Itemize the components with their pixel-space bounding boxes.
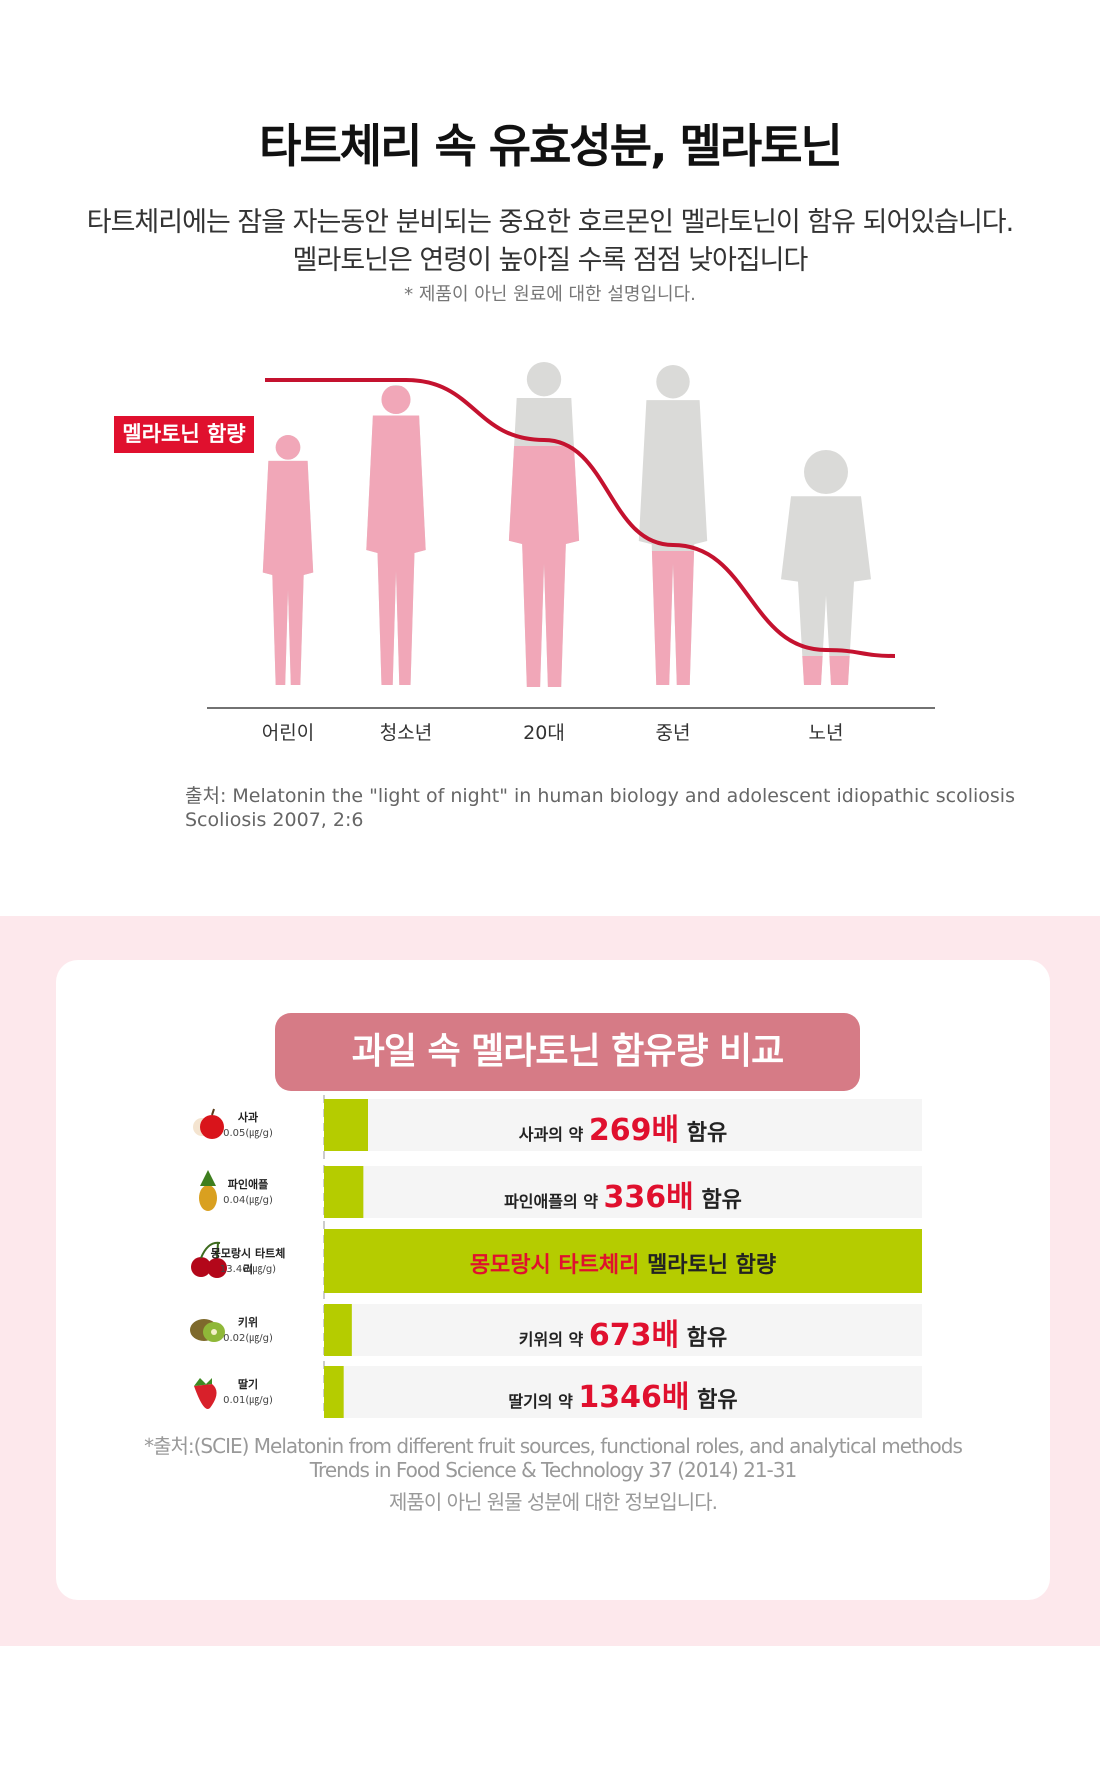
ratio-suffix: 함유: [679, 1121, 728, 1146]
fruit-comparison-card: 과일 속 멜라토닌 함유량 비교 사과 0.05(㎍/g) 사과의 약 269배 함…: [56, 960, 1050, 1600]
bar-0: [324, 1099, 368, 1151]
bar-track: [324, 1366, 922, 1418]
age-axis-label: 노년: [808, 722, 844, 744]
fruit-source-line-2: Trends in Food Science & Technology 37 (…: [309, 1458, 797, 1482]
subtitle-line-2: 멜라토닌은 연령이 높아질 수록 점점 낮아집니다: [292, 245, 809, 276]
source-line-2: Scoliosis 2007, 2:6: [185, 809, 364, 831]
fruit-icon: [199, 1170, 217, 1211]
ratio-prefix: 사과의 약: [518, 1125, 589, 1144]
ratio-label: 키위의 약 673배 함유: [324, 1310, 922, 1354]
person-silhouette-icon: [366, 385, 426, 685]
page-title: 타트체리 속 유효성분, 멜라토닌: [259, 119, 843, 173]
fruit-value-label: 0.04(㎍/g): [223, 1195, 273, 1206]
fruit-icon: [194, 1378, 217, 1410]
fruit-icon: [191, 1241, 227, 1278]
ratio-suffix: 함유: [679, 1326, 728, 1351]
fruit-icon: [190, 1319, 225, 1342]
person-silhouette-icon: [508, 362, 580, 687]
bar-1: [324, 1166, 364, 1218]
age-axis-label: 어린이: [261, 722, 315, 744]
melatonin-legend-label: 멜라토닌 함량: [114, 416, 254, 453]
ratio-number: 673배: [588, 1318, 680, 1353]
fruit-name-label: 파인애플: [227, 1178, 269, 1191]
age-axis-label: 청소년: [379, 722, 433, 744]
disclaimer-note: * 제품이 아닌 원료에 대한 설명입니다.: [404, 284, 696, 305]
ratio-label: 사과의 약 269배 함유: [324, 1105, 922, 1149]
bar-2: [324, 1229, 922, 1293]
subtitle-line-1: 타트체리에는 잠을 자는동안 분비되는 중요한 호르몬인 멜라토닌이 함유 되어…: [86, 207, 1014, 238]
source-line-1: 출처: Melatonin the "light of night" in hu…: [185, 785, 1015, 807]
bar-track: [324, 1099, 922, 1151]
fruit-comparison-section: 과일 속 멜라토닌 함유량 비교 사과 0.05(㎍/g) 사과의 약 269배 함…: [0, 916, 1100, 1646]
person-silhouette-icon: [781, 450, 871, 685]
bar-track: [324, 1166, 922, 1218]
highlight-bar-label: 몽모랑시 타트체리 멜라토닌 함량: [324, 1247, 922, 1279]
fruit-source-line-3: 제품이 아닌 원물 성분에 대한 정보입니다.: [389, 1490, 718, 1514]
fruit-name-label: 딸기: [237, 1378, 259, 1391]
ratio-prefix: 파인애플의 약: [504, 1192, 604, 1211]
ratio-suffix: 함유: [689, 1388, 738, 1413]
fruit-value-label: 0.02(㎍/g): [223, 1333, 273, 1344]
age-axis-label: 중년: [655, 722, 691, 744]
ratio-prefix: 딸기의 약: [508, 1392, 579, 1411]
bar-3: [324, 1304, 352, 1356]
bar-track: [324, 1304, 922, 1356]
fruit-name-label: 키위: [237, 1316, 259, 1329]
ratio-number: 336배: [603, 1180, 694, 1215]
fruit-icon: [193, 1108, 224, 1139]
ratio-suffix: 함유: [693, 1188, 742, 1213]
ratio-number: 1346배: [578, 1380, 690, 1415]
bar-4: [324, 1366, 344, 1418]
highlight-bar-prefix: 몽모랑시 타트체리: [469, 1253, 640, 1278]
ratio-prefix: 키위의 약: [518, 1330, 589, 1349]
fruit-bar-chart: [190, 1095, 922, 1418]
fruit-value-label: 0.01(㎍/g): [223, 1395, 273, 1406]
highlight-bar-suffix: 멜라토닌 함량: [639, 1253, 777, 1278]
age-chart-source: 출처: Melatonin the "light of night" in hu…: [185, 784, 1015, 832]
fruit-name-label: 사과: [237, 1111, 259, 1124]
ratio-label: 딸기의 약 1346배 함유: [324, 1372, 922, 1416]
fruit-value-label: 0.05(㎍/g): [223, 1128, 273, 1139]
fruit-value-label: 13.46(㎍/g): [219, 1264, 277, 1275]
person-silhouette-icon: [262, 435, 314, 685]
person-silhouette-icon: [638, 365, 708, 685]
ratio-label: 파인애플의 약 336배 함유: [324, 1172, 922, 1216]
age-chart: [207, 362, 935, 709]
fruit-name-label: 몽모랑시 타트체리: [210, 1247, 286, 1276]
melatonin-age-section: 타트체리 속 유효성분, 멜라토닌 타트체리에는 잠을 자는동안 분비되는 중요…: [0, 119, 1100, 832]
fruit-chart-title: 과일 속 멜라토닌 함유량 비교: [275, 1013, 860, 1091]
ratio-number: 269배: [588, 1113, 680, 1148]
age-axis-labels: 어린이 청소년 20대 중년 노년: [0, 718, 1100, 748]
age-axis-label: 20대: [523, 722, 565, 744]
melatonin-line: [264, 378, 896, 658]
fruit-source-line-1: *출처:(SCIE) Melatonin from different frui…: [144, 1434, 963, 1458]
